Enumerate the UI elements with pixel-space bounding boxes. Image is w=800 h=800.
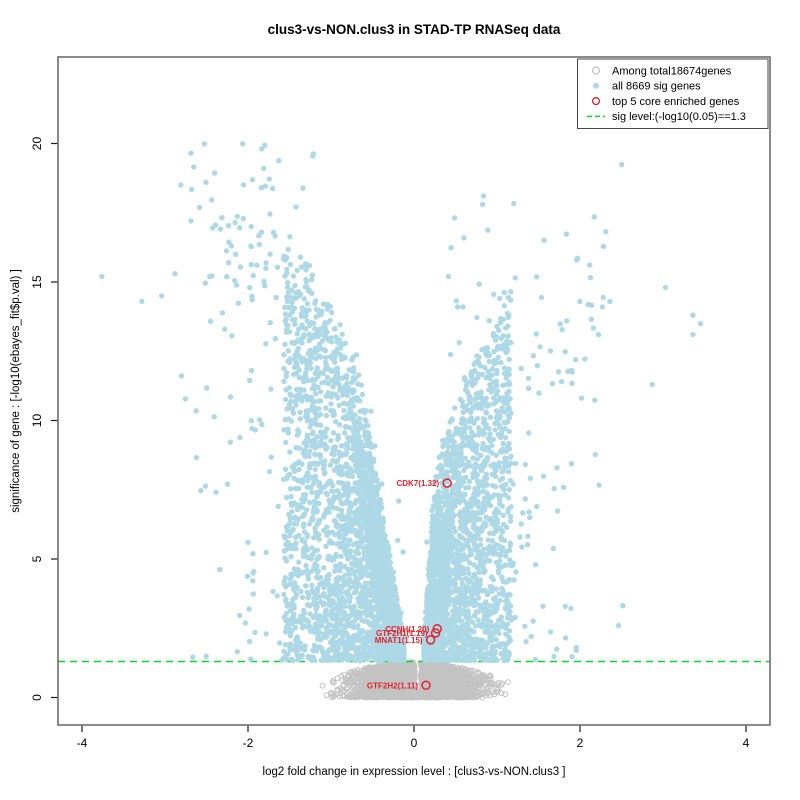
legend-entry-label: all 8669 sig genes: [612, 81, 701, 93]
x-tick-label: 2: [577, 736, 584, 750]
plot-border: [57, 56, 771, 726]
enriched-gene-label: CCNH(1.20): [385, 625, 429, 634]
y-tick-label: 20: [30, 137, 44, 151]
y-tick-label: 10: [30, 414, 44, 428]
legend-entry-label: top 5 core enriched genes: [612, 96, 740, 108]
y-tick-label: 5: [30, 555, 44, 562]
x-axis-label: log2 fold change in expression level : […: [262, 766, 566, 778]
legend-entry-label: Among total18674genes: [612, 65, 732, 77]
x-tick-label: -2: [243, 736, 254, 750]
legend-box: [577, 58, 769, 129]
legend-entry-label: sig level:(-log10(0.05)==1.3: [612, 111, 746, 123]
y-tick-label: 15: [30, 275, 44, 289]
enriched-gene-label: MNAT1(1.15): [375, 636, 423, 645]
enriched-gene-label: GTF2H2(1.11): [367, 681, 418, 690]
enriched-gene-marker: [425, 635, 436, 645]
y-tick-label: 0: [30, 694, 44, 701]
legend-open-circle-icon: [591, 66, 601, 75]
legend: Among total18674genes all 8669 sig genes t…: [577, 58, 769, 129]
enriched-gene-marker: [432, 624, 442, 634]
enriched-gene-marker: [421, 680, 431, 691]
sig-point-cloud: [99, 141, 704, 664]
x-tick-label: 0: [411, 736, 418, 750]
legend-open-circle-icon: [591, 97, 601, 106]
enriched-gene-marker: [430, 628, 441, 638]
legend-filled-circle-icon: [593, 82, 599, 89]
chart-title: clus3-vs-NON.clus3 in STAD-TP RNASeq dat…: [267, 22, 561, 37]
top-enriched-genes: CDK7(1.32) CCNH(1.20)GTF2H1(1.19)MNAT1(1.…: [367, 478, 452, 691]
axes: -4 -2 0 2 4 0 5 10 15 20: [30, 137, 750, 750]
x-tick-label: 4: [743, 736, 750, 750]
enriched-gene-label: GTF2H1(1.19): [376, 629, 428, 638]
enriched-gene-marker: [442, 478, 452, 488]
x-tick-label: -4: [77, 736, 88, 750]
nonsig-point-cloud: [319, 659, 511, 701]
enriched-gene-label: CDK7(1.32): [397, 479, 440, 488]
